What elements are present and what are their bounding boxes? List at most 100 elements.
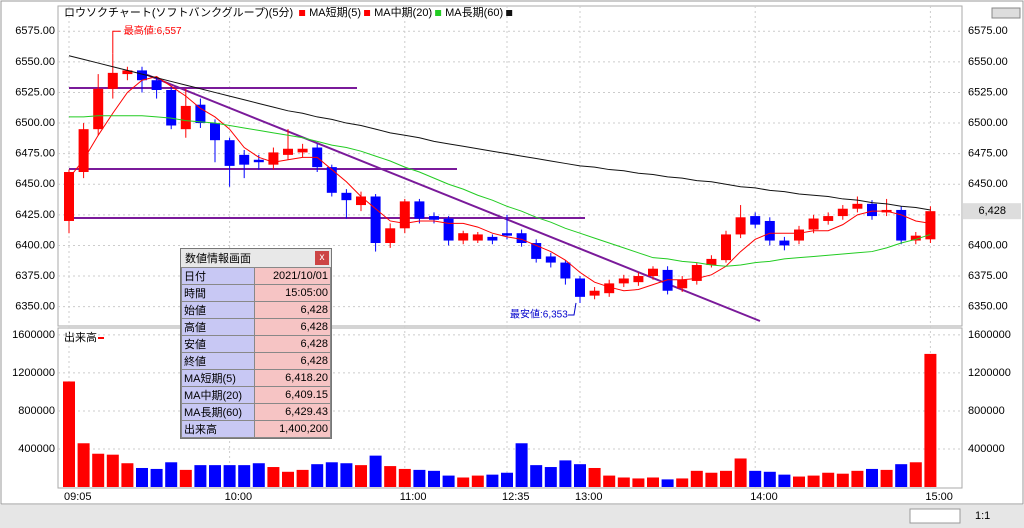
volume-bar — [92, 453, 105, 487]
volume-bar — [442, 475, 455, 487]
candle-body — [925, 211, 936, 240]
y-tick-label: 6475.00 — [15, 148, 55, 160]
info-row: 終値 6,428 — [181, 352, 331, 370]
volume-bar — [574, 464, 586, 487]
y-tick-label: 6550.00 — [15, 56, 55, 68]
volume-bar — [63, 381, 75, 487]
volume-bar — [690, 470, 703, 487]
y-tick-label: 6425.00 — [15, 209, 55, 221]
candle-body — [764, 220, 775, 241]
candle-body — [808, 218, 819, 230]
x-tick-label: 09:05 — [64, 491, 92, 503]
candle-body — [502, 233, 512, 236]
info-box[interactable]: 数値情報画面 x 日付 2021/10/01 時間 15:05:00 始値 6,428 高値 6… — [180, 248, 332, 439]
info-row: 安値 6,428 — [181, 335, 331, 353]
volume-bar — [136, 467, 148, 487]
candle-body — [458, 233, 469, 241]
ma-line — [69, 115, 931, 267]
candle-body — [385, 228, 396, 243]
candle-body — [78, 129, 89, 173]
info-value: 6,428 — [254, 335, 331, 353]
x-tick-label: 14:00 — [750, 491, 778, 503]
x-tick-label: 12:35 — [502, 491, 530, 503]
y-tick-label: 6400.00 — [15, 239, 55, 251]
trend-line — [139, 71, 761, 322]
volume-bar — [501, 472, 513, 487]
candle-body — [794, 229, 804, 241]
info-row: 日付 2021/10/01 — [181, 267, 331, 285]
volume-legend-mark — [98, 337, 104, 339]
candle-body — [151, 80, 162, 91]
chart-title: ロウソクチャート(ソフトバンクグループ)(5分) — [64, 5, 293, 19]
candle-body — [297, 148, 308, 153]
info-value: 2021/10/01 — [254, 267, 331, 285]
info-table: 日付 2021/10/01 時間 15:05:00 始値 6,428 高値 6,428 安値 6,… — [181, 267, 331, 438]
info-key: 高値 — [181, 318, 255, 336]
volume-bar — [880, 469, 893, 487]
candle-body — [195, 104, 206, 124]
volume-bar — [588, 467, 601, 487]
volume-bar — [749, 470, 762, 487]
info-value: 6,428 — [254, 301, 331, 319]
volume-bar — [924, 353, 937, 487]
y2-tick-label: 6500.00 — [968, 117, 1008, 129]
volume-bar — [676, 478, 689, 487]
volume-bar — [77, 443, 90, 487]
info-row: MA短期(5) 6,418.20 — [181, 369, 331, 387]
ma-line — [68, 76, 931, 292]
candle-body — [283, 148, 293, 155]
candle-body — [648, 268, 658, 277]
scale-label: 1:1 — [975, 510, 990, 522]
info-key: 始値 — [181, 301, 255, 319]
info-value: 6,428 — [254, 352, 331, 370]
volume-bar — [807, 475, 820, 487]
candle-body — [691, 265, 702, 281]
volume-bar — [793, 476, 805, 487]
candle-body — [750, 216, 761, 225]
candle-body — [896, 209, 907, 241]
y-tick-label: 6575.00 — [15, 25, 55, 37]
candle-body — [633, 276, 644, 283]
volume-bar — [471, 475, 484, 487]
y-tick-label: 6525.00 — [15, 86, 55, 98]
candle-body — [107, 72, 118, 89]
volume-bar — [559, 460, 572, 487]
volume-bar — [282, 471, 294, 487]
legend-label: MA長期(60) — [445, 6, 503, 19]
zoom-slider[interactable] — [909, 508, 961, 524]
window-buttons[interactable] — [991, 7, 1021, 19]
last-price-box — [963, 203, 1021, 220]
info-value: 1,400,200 — [254, 420, 331, 438]
info-titlebar: 数値情報画面 x — [181, 249, 331, 267]
volume-bar — [413, 469, 426, 487]
candle-body — [122, 70, 133, 75]
legend-swatch — [299, 10, 306, 16]
close-button[interactable]: x — [315, 251, 329, 265]
candle-body — [210, 123, 220, 141]
candle-body — [618, 278, 629, 284]
candle-body — [370, 196, 381, 243]
y-tick-label: 6500.00 — [15, 117, 55, 129]
info-value: 6,409.15 — [254, 386, 331, 404]
annotation-arrow — [568, 302, 577, 316]
candle-body — [487, 236, 498, 241]
candle-body — [823, 216, 834, 221]
annotation: 最安値:6,353 — [510, 308, 568, 321]
y2-tick-label: 6575.00 — [968, 25, 1008, 37]
volume-bar — [895, 464, 908, 487]
candle-body — [326, 167, 337, 193]
y2-tick-label: 6475.00 — [968, 148, 1008, 160]
x-tick-label: 15:00 — [925, 491, 953, 503]
y-tick-label: 6375.00 — [15, 270, 55, 282]
last-price-label: 6,428 — [978, 205, 1006, 217]
info-key: MA長期(60) — [181, 403, 255, 421]
y2-tick-label: 800000 — [968, 405, 1005, 417]
candle-body — [662, 269, 673, 291]
candle-body — [560, 262, 571, 279]
volume-bar — [209, 465, 221, 487]
volume-bar — [866, 468, 878, 487]
info-value: 6,418.20 — [254, 369, 331, 387]
volume-bar — [778, 474, 791, 487]
candle-body — [137, 70, 147, 81]
volume-bar — [705, 472, 718, 487]
